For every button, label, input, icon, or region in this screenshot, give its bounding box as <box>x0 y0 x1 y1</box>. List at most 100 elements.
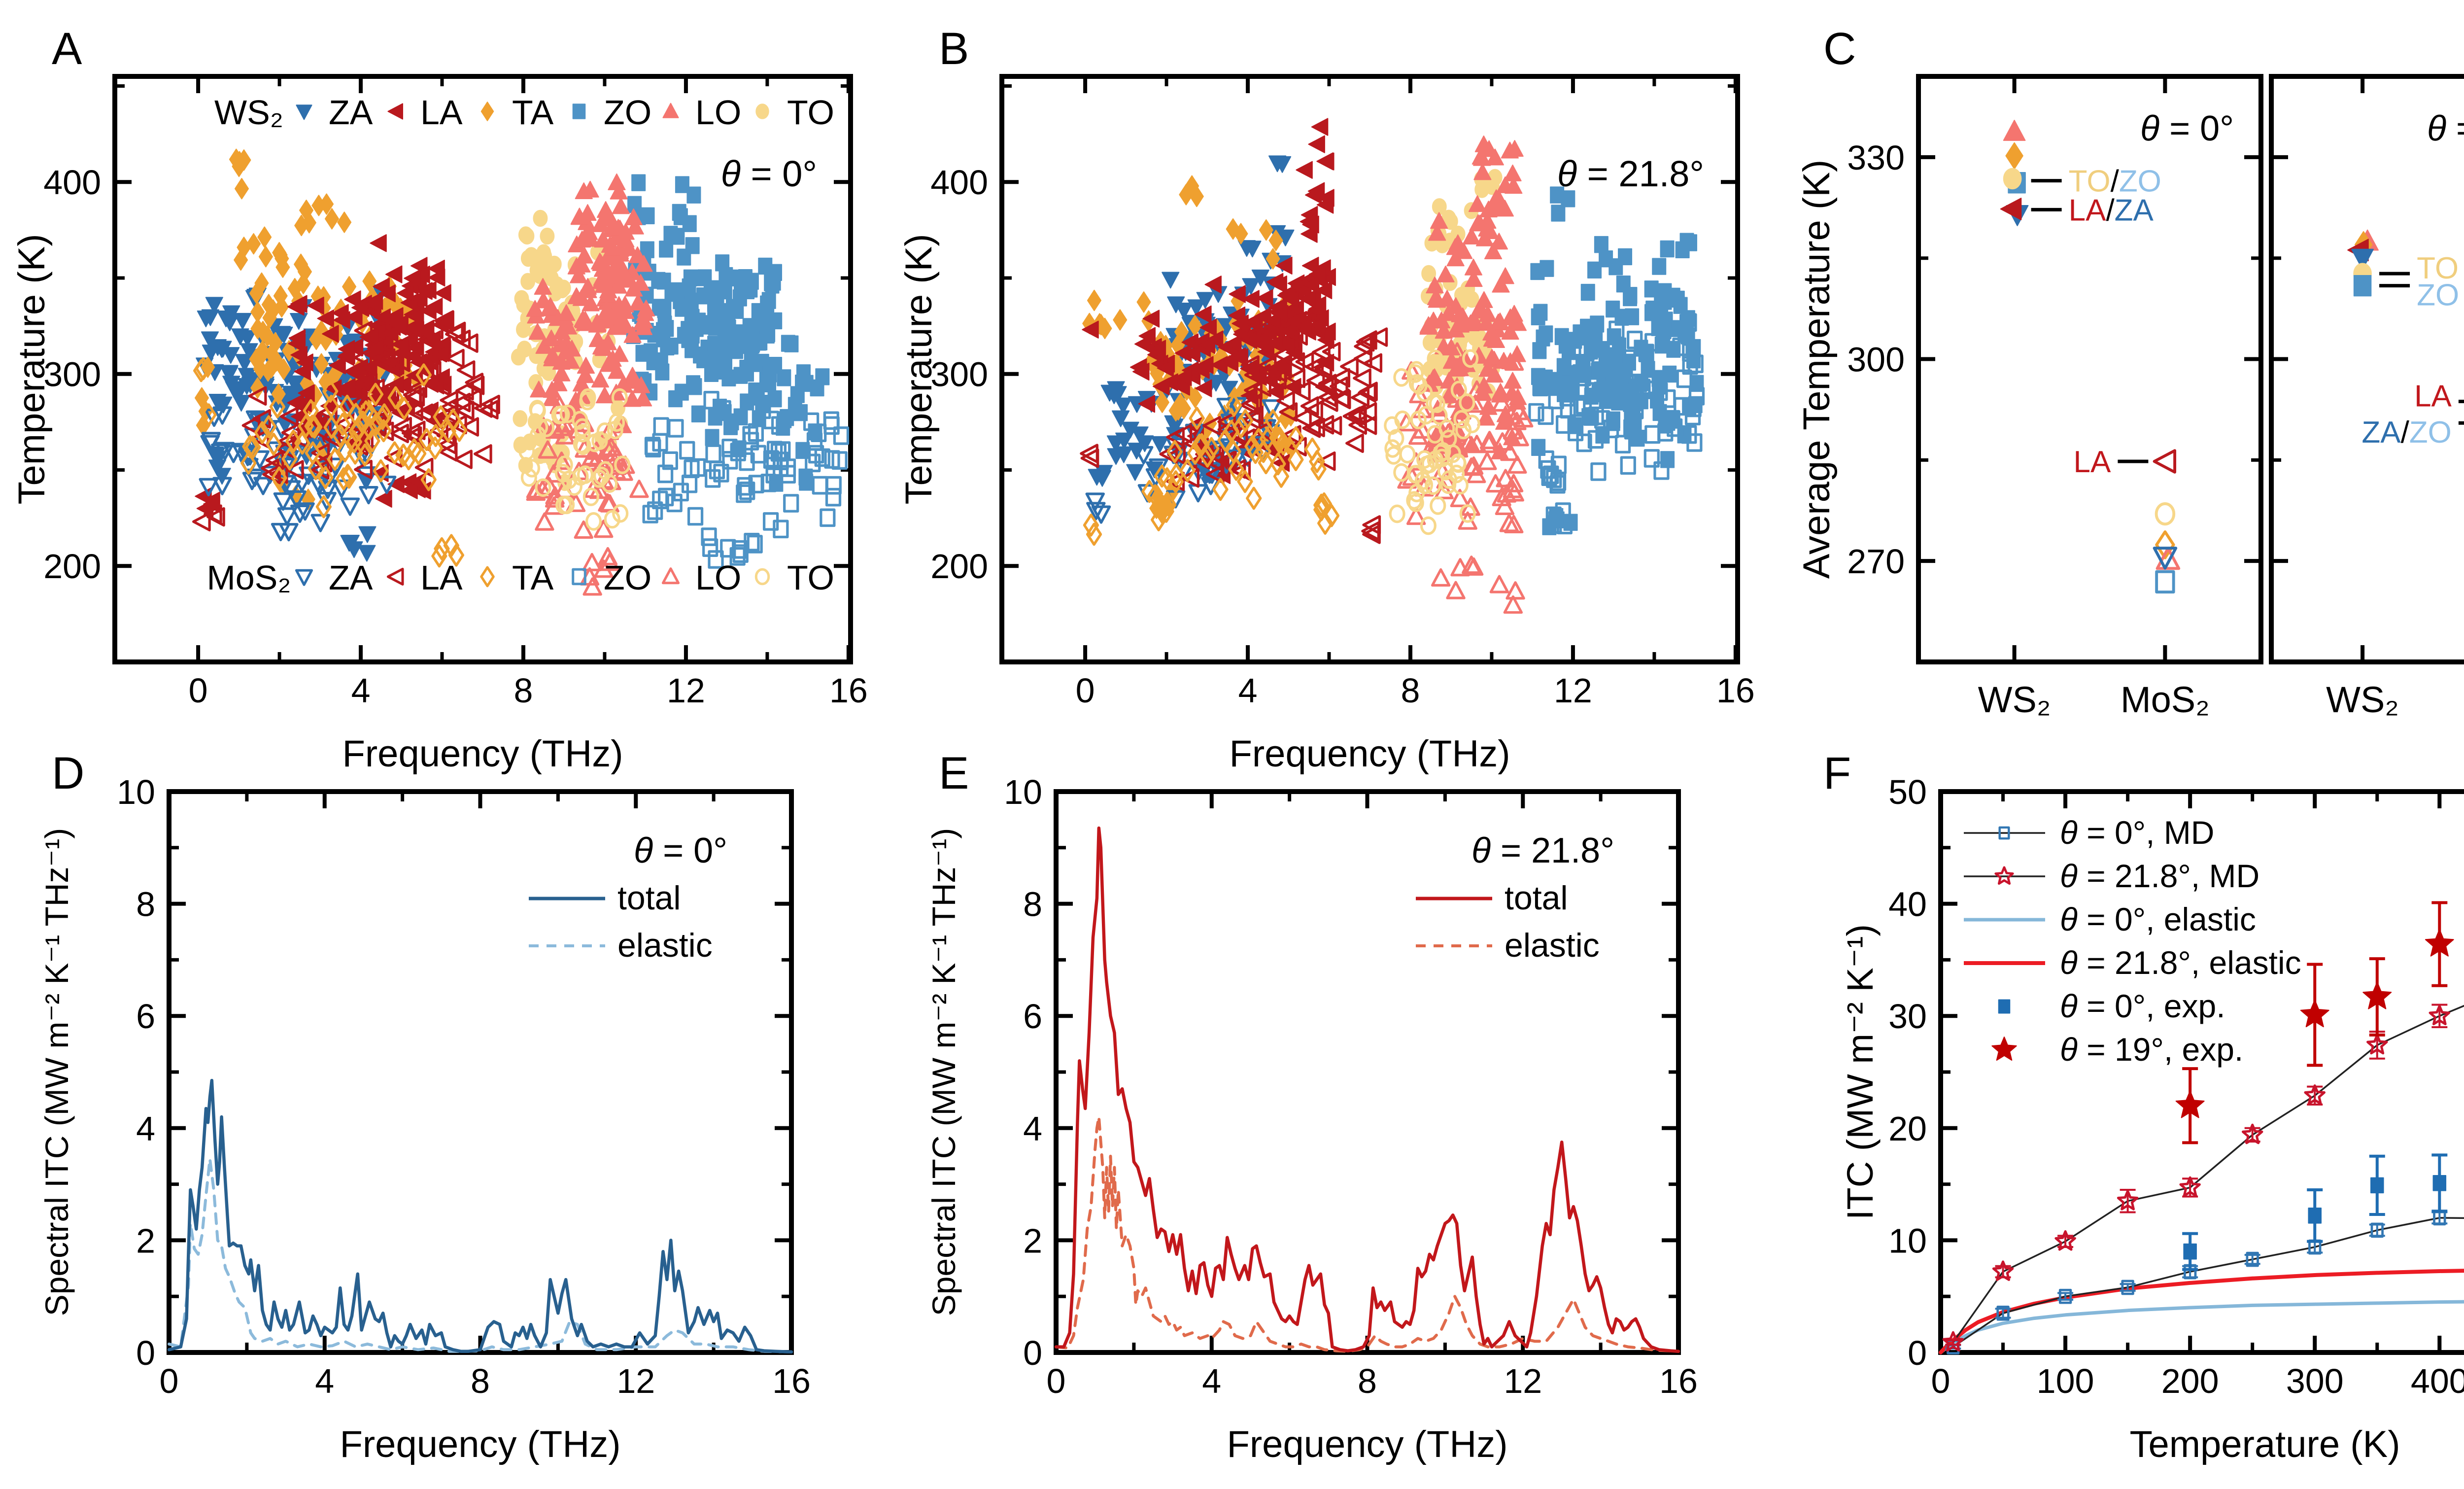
ZO-marker <box>685 326 700 344</box>
LO-open-marker <box>533 480 552 499</box>
LA-open-marker <box>439 442 458 462</box>
LO-marker <box>534 278 552 295</box>
md_218-open-marker <box>1942 1331 1964 1352</box>
LO-open-marker <box>1412 400 1432 418</box>
LA-open-marker <box>279 407 299 426</box>
TA-marker <box>314 353 329 375</box>
TO-open-marker <box>1459 504 1476 523</box>
LO-marker <box>1487 189 1506 207</box>
TO-marker <box>518 226 533 243</box>
LA-marker <box>1132 362 1150 381</box>
TA-open-marker <box>1154 496 1170 519</box>
TA-open-marker <box>448 544 465 567</box>
ZO-marker <box>719 267 733 284</box>
LA-open-marker <box>1286 352 1305 372</box>
legend-entry-label: LO <box>695 93 741 132</box>
TA-open-marker <box>322 380 339 403</box>
ZO-open-marker <box>1541 467 1557 486</box>
LA-open-marker <box>414 457 434 478</box>
legend-entry-label: ZO <box>604 558 651 597</box>
LO-open-marker <box>545 420 565 439</box>
ZA-open-marker <box>1091 505 1111 524</box>
ZA-open-marker <box>250 450 270 469</box>
ZO-open-marker <box>1635 379 1651 398</box>
TO-open-marker <box>1411 376 1428 395</box>
LA-open-marker <box>1227 459 1246 479</box>
ZA-open-marker <box>318 436 338 454</box>
TA-marker <box>234 249 248 271</box>
TA-marker <box>2005 142 2023 170</box>
TO-open-marker <box>1430 496 1446 515</box>
TO-open-marker <box>611 388 628 407</box>
LO-open-marker <box>1500 443 1520 461</box>
LA-open-marker <box>1364 353 1383 373</box>
LA-marker <box>351 299 369 317</box>
LA-open-marker <box>432 376 451 396</box>
ZO-open-marker <box>1591 383 1608 403</box>
LO-marker <box>1465 270 1483 287</box>
series-MoS2-ZO <box>642 390 850 569</box>
ZO-marker <box>1599 250 1613 268</box>
TA-marker <box>1155 391 1169 413</box>
LA-open-marker <box>1242 410 1261 430</box>
ZO-marker <box>693 346 708 364</box>
LA-marker <box>1311 118 1329 136</box>
legend-entry: θ = 0°, elastic <box>1964 901 2256 937</box>
ZO-open-marker <box>1590 462 1607 481</box>
LO-marker <box>1425 368 1444 385</box>
TA-marker <box>250 377 265 399</box>
ZA-marker <box>234 312 252 330</box>
LO-marker <box>1428 224 1446 241</box>
ZO-open-marker <box>1572 364 1588 383</box>
LA-marker <box>1317 152 1335 171</box>
ZO-open-marker <box>652 433 668 452</box>
ZA-marker <box>1130 426 1149 444</box>
TA-marker <box>262 307 277 329</box>
ZA-marker <box>1126 464 1144 481</box>
TO-marker <box>540 227 555 245</box>
ZO-open-marker <box>808 445 824 464</box>
legend-group-label: MoS₂ <box>206 558 291 597</box>
LO-marker <box>623 390 641 407</box>
ZO-marker <box>2353 275 2372 297</box>
ZO-marker <box>674 383 689 401</box>
TA-marker <box>234 178 249 200</box>
TA-marker <box>246 233 261 255</box>
legend-entry-label: ZA <box>329 93 373 132</box>
LO-marker <box>1501 141 1519 159</box>
TO-open-marker <box>1452 476 1469 495</box>
TO-open-marker <box>1408 374 1425 393</box>
LO-marker <box>1503 384 1521 401</box>
TA-open-marker <box>350 418 367 442</box>
LO-marker <box>609 277 627 294</box>
LO-open-marker <box>1504 515 1524 533</box>
ZA-open-marker <box>295 569 313 586</box>
TA-marker <box>272 242 287 264</box>
TO-open-marker <box>1448 464 1465 484</box>
LO-open-marker <box>1408 426 1428 445</box>
LO-marker <box>611 345 629 362</box>
LA-open-marker <box>1359 381 1378 401</box>
series-MoS2-LA <box>1080 321 1388 544</box>
axis-ticks <box>1918 155 2261 563</box>
exp_0-marker <box>2432 1175 2447 1191</box>
TA-open-marker <box>2155 530 2175 559</box>
ZO-open-marker <box>1555 502 1571 521</box>
LO-open-marker <box>1504 474 1524 492</box>
series-MoS2-TA <box>1083 394 1340 546</box>
LO-marker <box>1462 228 1481 245</box>
LO-marker <box>1477 409 1495 426</box>
LO-open-marker <box>538 440 558 459</box>
ZO-open-marker <box>823 416 840 435</box>
ZO-marker <box>1556 358 1571 375</box>
ZA-marker <box>232 395 250 412</box>
LO-marker <box>570 208 588 225</box>
ZO-marker <box>683 269 698 287</box>
LA-open-marker <box>1245 405 1264 425</box>
LA-marker <box>1221 351 1238 370</box>
ZO-marker <box>687 378 702 395</box>
LO-marker <box>1492 276 1510 293</box>
TO-open-marker <box>1427 349 1443 368</box>
LO-open-marker <box>1462 555 1481 574</box>
